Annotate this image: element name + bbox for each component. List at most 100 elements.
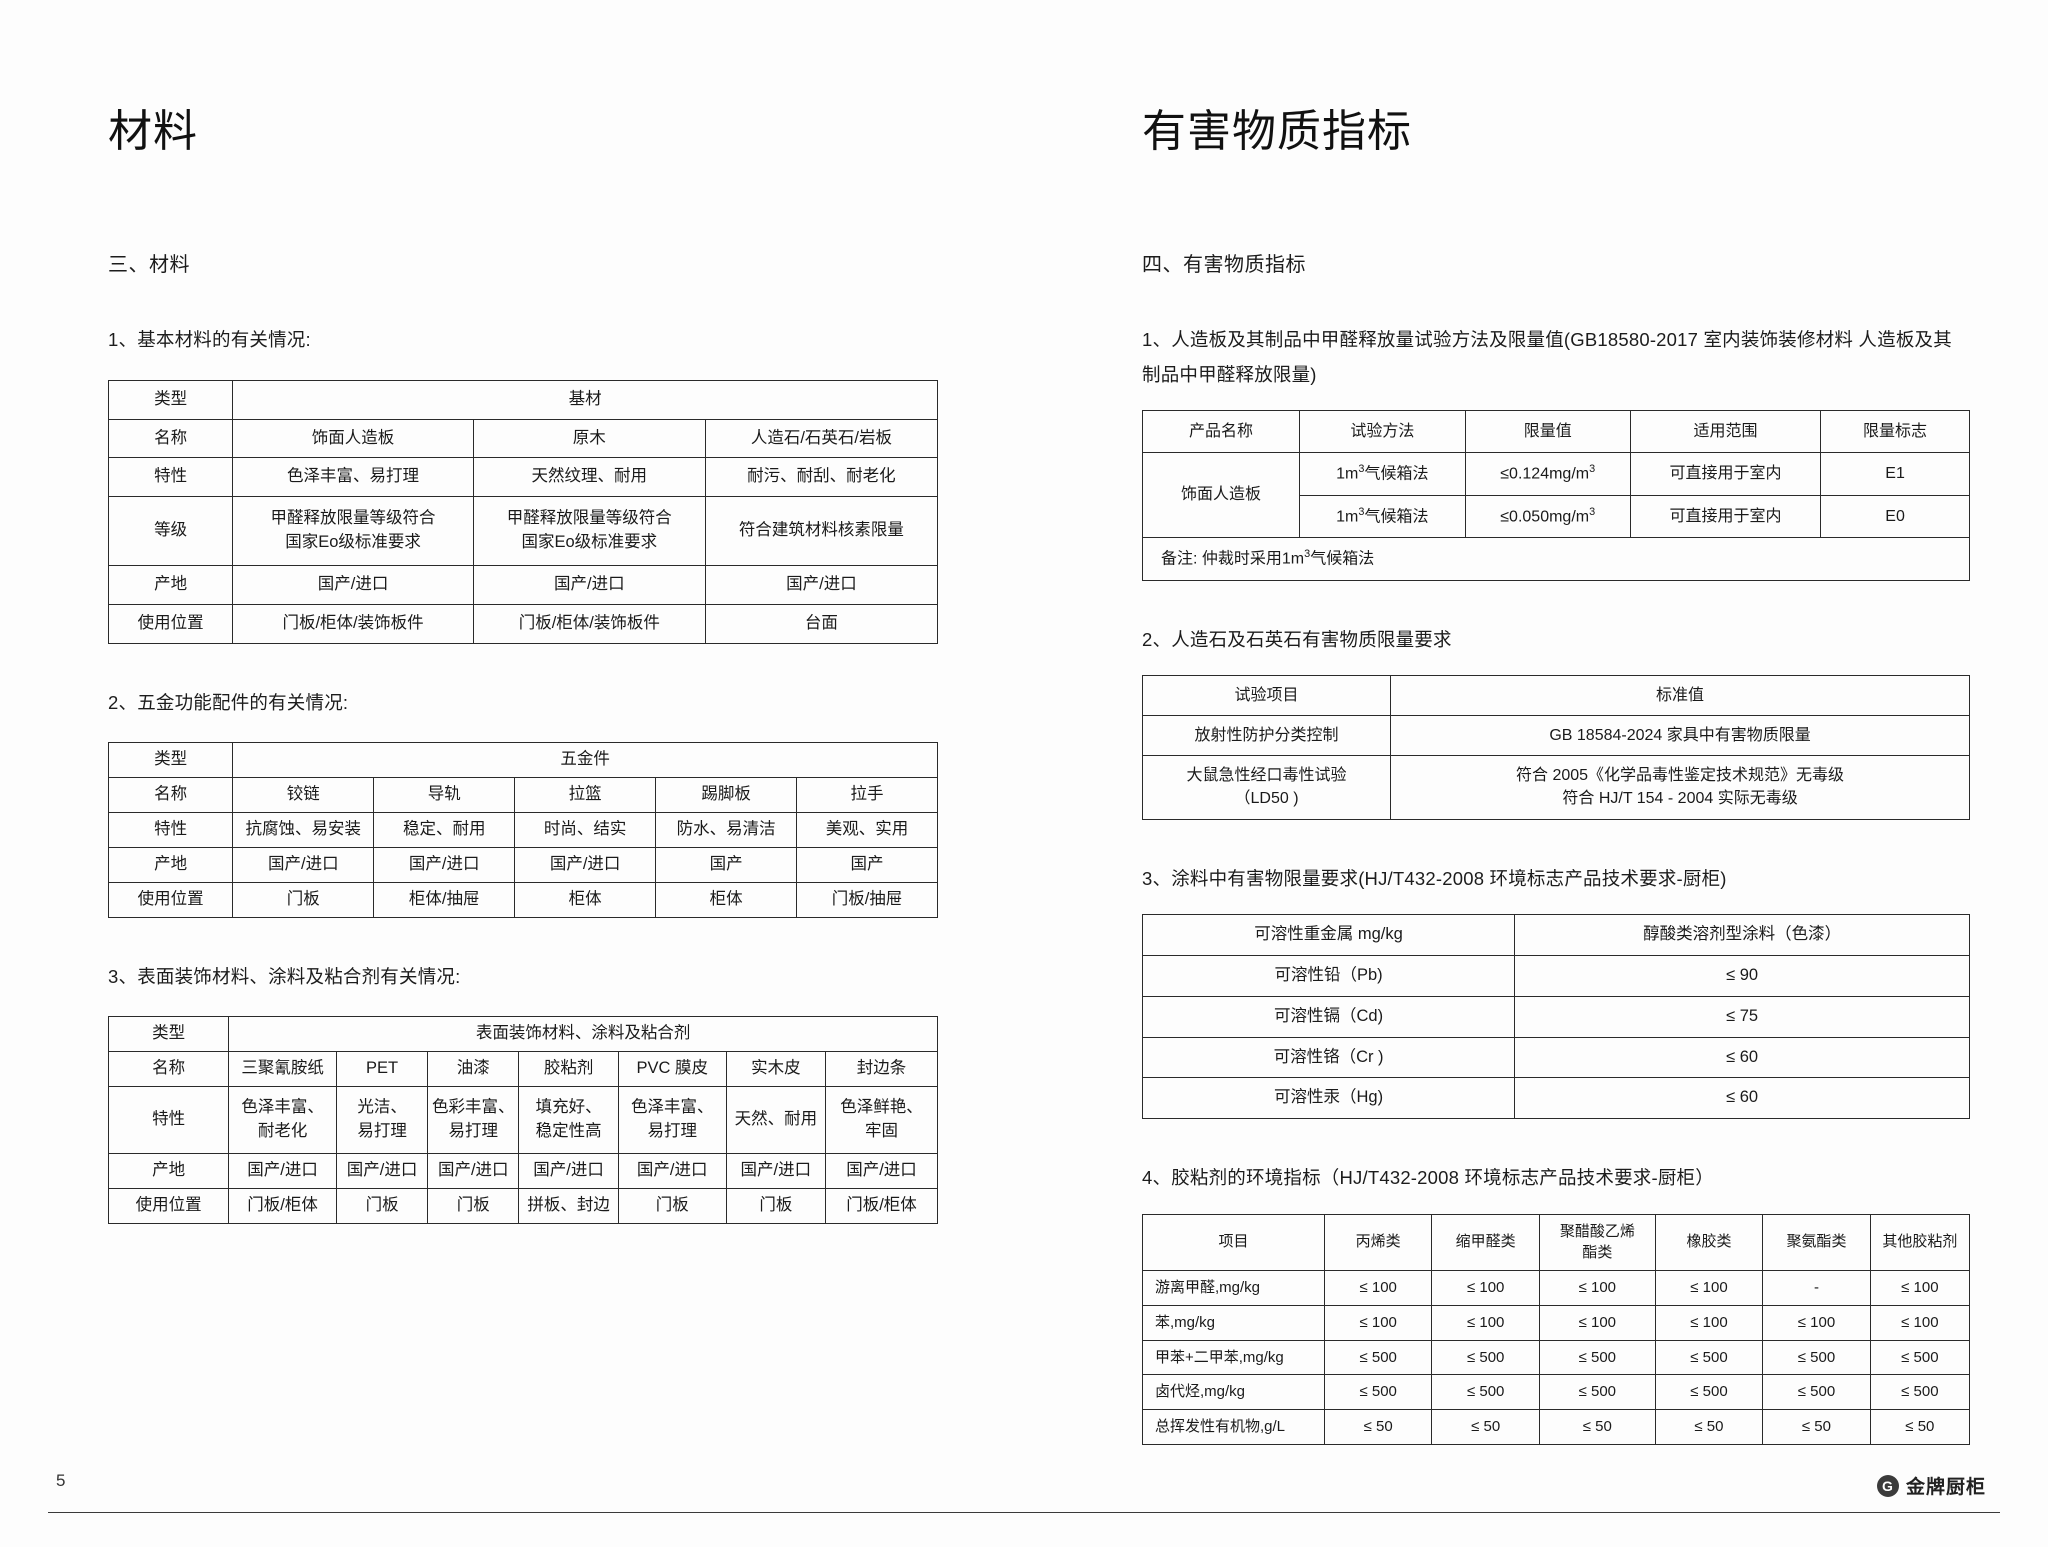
table-cell: 光洁、 易打理 xyxy=(335,1085,429,1154)
column-header: 醇酸类溶剂型涂料（色漆） xyxy=(1514,913,1970,956)
table-row: 类型 表面装饰材料、涂料及粘合剂 xyxy=(107,1016,938,1053)
column-header: 产品名称 xyxy=(1141,409,1301,454)
subheading-coating-limits: 3、涂料中有害物限量要求(HJ/T432-2008 环境标志产品技术要求-厨柜) xyxy=(1142,867,1727,889)
subheading-formaldehyde: 1、人造板及其制品中甲醛释放量试验方法及限量值(GB18580-2017 室内装… xyxy=(1142,329,1952,385)
cell-row-label: 特性 xyxy=(107,812,234,849)
table-cell: ≤ 500 xyxy=(1538,1339,1656,1376)
table-cell: ≤ 100 xyxy=(1869,1270,1971,1306)
table-cell: 色彩丰富、 易打理 xyxy=(427,1085,520,1154)
table-cell: 甲醛释放限量等级符合 国家Eo级标准要求 xyxy=(472,496,706,567)
table-cell: 原木 xyxy=(472,418,706,459)
table-row: 卤代烃,mg/kg ≤ 500 ≤ 500 ≤ 500 ≤ 500 ≤ 500 … xyxy=(1142,1374,1971,1411)
table-cell: 1m3气候箱法 xyxy=(1299,452,1466,496)
right-column: 有害物质指标 四、有害物质指标 1、人造板及其制品中甲醛释放量试验方法及限量值(… xyxy=(1024,0,2048,1547)
table-cell: ≤ 500 xyxy=(1323,1374,1433,1411)
table-cell: ≤ 100 xyxy=(1323,1270,1433,1306)
table-cell: PET xyxy=(335,1051,429,1087)
section-heading-harmful-substances: 四、有害物质指标 xyxy=(1142,254,1306,277)
table-coating-heavy-metals: 可溶性重金属 mg/kg 醇酸类溶剂型涂料（色漆） 可溶性铅（Pb) ≤ 90 … xyxy=(1141,913,1970,1120)
table-cell: ≤0.050mg/m3 xyxy=(1464,494,1631,539)
table-cell: 国产/进口 xyxy=(825,1152,938,1189)
table-row: 使用位置 门板/柜体 门板 门板 拼板、封边 门板 门板 门板/柜体 xyxy=(107,1187,938,1224)
table-cell: 人造石/石英石/岩板 xyxy=(704,418,939,459)
table-cell: 国产/进口 xyxy=(373,847,516,883)
cell-row-label: 特性 xyxy=(107,457,234,498)
cell-row-label: 甲苯+二甲苯,mg/kg xyxy=(1142,1339,1325,1376)
table-cell: 填充好、 稳定性高 xyxy=(518,1085,619,1154)
page-title-right: 有害物质指标 xyxy=(1142,107,1412,156)
cell-row-label: 特性 xyxy=(107,1085,230,1154)
table-cell: 大鼠急性经口毒性试验 （LD50 ) xyxy=(1141,755,1392,820)
table-cell: 踢脚板 xyxy=(655,777,798,814)
table-cell: 国产/进口 xyxy=(232,847,375,883)
table-row: 游离甲醛,mg/kg ≤ 100 ≤ 100 ≤ 100 ≤ 100 - ≤ 1… xyxy=(1142,1270,1971,1306)
table-cell: 色泽丰富、易打理 xyxy=(232,457,474,498)
footer-divider xyxy=(48,1512,2000,1513)
table-cell: 可溶性铬（Cr ) xyxy=(1141,1036,1516,1079)
table-row: 备注: 仲裁时采用1m3气候箱法 xyxy=(1142,537,1970,581)
table-cell: ≤ 500 xyxy=(1538,1374,1656,1411)
method-text-post: 气候箱法 xyxy=(1364,507,1429,525)
table-cell: 门板 xyxy=(725,1187,827,1224)
page-footer: 5 G 金牌厨柜 xyxy=(0,1451,2048,1547)
table-cell: ≤ 50 xyxy=(1323,1409,1433,1445)
cell-row-label: 等级 xyxy=(107,496,234,567)
column-header: 丙烯类 xyxy=(1323,1213,1433,1272)
table-cell: 耐污、耐刮、耐老化 xyxy=(704,457,939,498)
table-cell: - xyxy=(1762,1270,1871,1306)
table-cell: 实木皮 xyxy=(725,1051,827,1087)
table-cell: 可溶性汞（Hg) xyxy=(1141,1077,1516,1120)
table-cell: 拼板、封边 xyxy=(518,1187,619,1224)
table-formaldehyde-emission: 产品名称 试验方法 限量值 适用范围 限量标志 饰面人造板 1m3气候箱法 ≤0… xyxy=(1141,409,1970,581)
table-cell: 天然、耐用 xyxy=(725,1085,827,1154)
page-title-left: 材料 xyxy=(108,107,198,156)
table-cell: 门板/柜体 xyxy=(228,1187,337,1224)
table-cell: 美观、实用 xyxy=(796,812,938,849)
table-row: 产地 国产/进口 国产/进口 国产/进口 国产 国产 xyxy=(107,847,938,883)
table-row: 特性 色泽丰富、 耐老化 光洁、 易打理 色彩丰富、 易打理 填充好、 稳定性高… xyxy=(107,1085,938,1154)
table-cell: 油漆 xyxy=(427,1051,520,1087)
table-cell: 国产/进口 xyxy=(704,565,939,606)
table-cell: 可溶性镉（Cd) xyxy=(1141,995,1516,1038)
superscript: 3 xyxy=(1358,463,1365,476)
left-column: 材料 三、材料 1、基本材料的有关情况: 类型 基材 名称 饰面人造板 原木 人… xyxy=(107,107,939,1224)
table-row: 项目 丙烯类 缩甲醛类 聚醋酸乙烯 酯类 橡胶类 聚氨酯类 其他胶粘剂 xyxy=(1142,1213,1971,1272)
table-cell: ≤ 500 xyxy=(1323,1339,1433,1376)
column-header: 限量标志 xyxy=(1820,409,1970,454)
table-row: 苯,mg/kg ≤ 100 ≤ 100 ≤ 100 ≤ 100 ≤ 100 ≤ … xyxy=(1142,1304,1971,1341)
table-cell: 门板 xyxy=(617,1187,727,1224)
table-cell: 放射性防护分类控制 xyxy=(1141,714,1392,757)
table-cell: 甲醛释放限量等级符合 国家Eo级标准要求 xyxy=(232,496,474,567)
subheading-surface-materials: 3、表面装饰材料、涂料及粘合剂有关情况: xyxy=(108,965,461,987)
table-cell: 可直接用于室内 xyxy=(1629,452,1822,496)
cell-row-label: 产地 xyxy=(107,565,234,606)
cell-row-label: 名称 xyxy=(107,1051,230,1087)
table-row: 产品名称 试验方法 限量值 适用范围 限量标志 xyxy=(1141,409,1970,454)
table-cell: ≤ 100 xyxy=(1654,1270,1764,1306)
table-cell: 国产 xyxy=(796,847,938,883)
cell-group-header: 基材 xyxy=(232,379,938,420)
table-row: 使用位置 门板 柜体/抽屉 柜体 柜体 门板/抽屉 xyxy=(107,881,938,918)
table-cell: ≤ 50 xyxy=(1869,1409,1971,1445)
column-header: 限量值 xyxy=(1464,409,1631,454)
table-cell: ≤ 500 xyxy=(1654,1374,1764,1411)
table-cell: PVC 膜皮 xyxy=(617,1051,727,1087)
table-row: 可溶性重金属 mg/kg 醇酸类溶剂型涂料（色漆） xyxy=(1141,913,1970,956)
table-row: 类型 基材 xyxy=(107,379,938,420)
cell-row-label: 卤代烃,mg/kg xyxy=(1142,1374,1325,1411)
table-cell: ≤ 100 xyxy=(1654,1304,1764,1341)
table-row: 大鼠急性经口毒性试验 （LD50 ) 符合 2005《化学品毒性鉴定技术规范》无… xyxy=(1141,755,1970,820)
table-hardware: 类型 五金件 名称 铰链 导轨 拉篮 踢脚板 拉手 特性 抗腐蚀、易安装 稳定、… xyxy=(107,742,938,918)
table-cell: 铰链 xyxy=(232,777,375,814)
cell-group-header: 表面装饰材料、涂料及粘合剂 xyxy=(228,1016,938,1053)
cell-row-label: 使用位置 xyxy=(107,1187,230,1224)
table-row: 名称 饰面人造板 原木 人造石/石英石/岩板 xyxy=(107,418,939,459)
table-row: 饰面人造板 1m3气候箱法 ≤0.124mg/m3 可直接用于室内 E1 xyxy=(1141,452,1970,539)
table-cell: 门板 xyxy=(232,881,375,918)
table-row: 等级 甲醛释放限量等级符合 国家Eo级标准要求 甲醛释放限量等级符合 国家Eo级… xyxy=(107,496,939,567)
table-cell: 柜体/抽屉 xyxy=(373,881,516,918)
subheading-artificial-stone: 2、人造石及石英石有害物质限量要求 xyxy=(1142,628,1452,650)
page-number: 5 xyxy=(56,1471,66,1490)
subheading-hardware: 2、五金功能配件的有关情况: xyxy=(108,692,349,714)
cell-row-label: 产地 xyxy=(107,1152,230,1189)
